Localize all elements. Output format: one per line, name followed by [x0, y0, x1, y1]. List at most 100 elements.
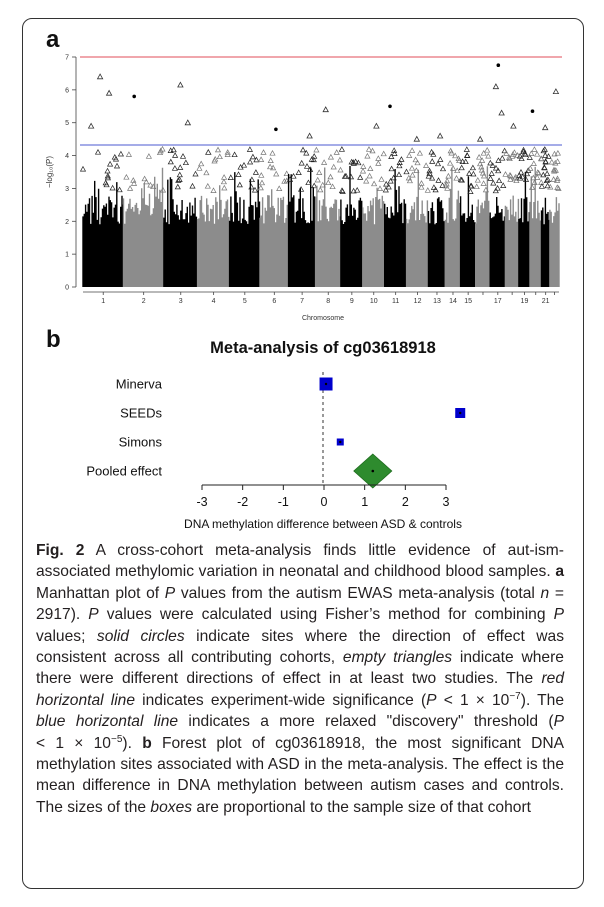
manhattan-point	[479, 157, 486, 163]
forest-x-tick-label: -2	[237, 495, 248, 509]
manhattan-point	[383, 180, 390, 187]
manhattan-point	[459, 158, 466, 164]
manhattan-point	[454, 167, 461, 174]
manhattan-point	[224, 149, 231, 155]
manhattan-point	[123, 173, 130, 180]
manhattan-points	[79, 145, 562, 287]
forest-point	[324, 382, 328, 386]
manhattan-point	[408, 164, 416, 171]
manhattan-point	[550, 176, 557, 182]
manhattan-point	[237, 163, 244, 170]
manhattan-point	[488, 170, 495, 176]
manhattan-point	[547, 183, 554, 190]
caption-text: = 2917).	[36, 584, 564, 624]
caption-title: A cross-cohort meta-analysis finds littl…	[36, 542, 564, 581]
chromosome-column-7	[287, 167, 316, 287]
manhattan-point	[430, 184, 437, 190]
manhattan-point	[388, 165, 395, 172]
manhattan-point	[414, 159, 421, 166]
manhattan-point	[130, 180, 138, 186]
forest-point	[459, 411, 462, 415]
manhattan-x-tick-label: 8	[326, 298, 330, 305]
manhattan-point	[380, 150, 387, 157]
manhattan-point	[299, 146, 307, 153]
manhattan-point	[467, 188, 474, 194]
manhattan-point	[538, 183, 545, 189]
manhattan-point	[439, 165, 447, 172]
chromosome-column-4	[196, 185, 230, 287]
manhattan-point	[487, 159, 494, 166]
manhattan-point	[538, 179, 545, 185]
manhattan-point	[363, 177, 370, 184]
caption-italic-boxes: boxes	[150, 798, 193, 816]
forest-row-label: Minerva	[116, 377, 163, 392]
manhattan-y-tick-label: 4	[65, 153, 69, 160]
manhattan-point	[311, 153, 318, 159]
manhattan-point	[357, 174, 364, 180]
manhattan-point-solid	[530, 109, 535, 113]
caption-fig-label: Fig. 2	[36, 542, 85, 559]
manhattan-point	[456, 157, 463, 164]
manhattan-point	[448, 149, 455, 156]
manhattan-point-triangle	[498, 109, 505, 116]
manhattan-point-triangle	[96, 73, 104, 80]
caption-text: ). The	[520, 691, 564, 709]
caption-text: values were calculated using Fisher’s me…	[106, 606, 546, 624]
manhattan-point	[520, 146, 527, 153]
manhattan-point	[298, 186, 305, 192]
manhattan-point	[167, 147, 174, 153]
manhattan-x-tick-label: 2	[142, 298, 146, 305]
manhattan-point	[303, 149, 310, 156]
chromosome-column-8	[314, 167, 341, 287]
manhattan-point	[425, 172, 432, 179]
manhattan-point	[543, 177, 550, 183]
forest-x-tick-label: -3	[196, 495, 207, 509]
manhattan-point	[554, 158, 561, 164]
manhattan-point	[550, 166, 558, 173]
manhattan-point	[544, 170, 551, 177]
manhattan-point	[307, 166, 314, 172]
manhattan-point-triangle	[552, 88, 560, 94]
manhattan-point	[375, 160, 382, 166]
manhattan-point-triangle	[177, 81, 184, 88]
manhattan-point-solid	[132, 94, 136, 99]
manhattan-point	[286, 176, 294, 182]
caption-italic-empty-triangles: empty triangles	[342, 649, 453, 667]
manhattan-point	[258, 156, 265, 162]
manhattan-point	[252, 169, 259, 175]
manhattan-point	[484, 146, 491, 153]
manhattan-point	[308, 156, 315, 162]
manhattan-point	[445, 172, 452, 179]
manhattan-point	[143, 178, 150, 185]
manhattan-point	[276, 185, 283, 191]
manhattan-point	[501, 147, 508, 154]
manhattan-point	[391, 150, 398, 156]
manhattan-point	[333, 149, 340, 155]
manhattan-point	[267, 163, 274, 170]
caption-italic-blue-line: blue horizontal line	[36, 713, 179, 731]
manhattan-point	[531, 179, 538, 185]
manhattan-point	[435, 177, 442, 183]
caption-italic-p: P	[553, 606, 564, 624]
manhattan-point	[426, 167, 433, 174]
manhattan-point	[396, 162, 403, 169]
manhattan-point	[521, 149, 528, 156]
manhattan-point	[444, 177, 451, 184]
manhattan-point	[554, 184, 561, 190]
panel-a-letter: a	[46, 26, 60, 53]
manhattan-point-triangle	[510, 122, 517, 129]
panel-b-letter: b	[46, 326, 61, 353]
manhattan-point	[303, 163, 311, 169]
manhattan-point	[538, 155, 545, 161]
caption-text: < 1 × 10	[36, 734, 111, 752]
figure-caption: Fig. 2 A cross-cohort meta-analysis find…	[36, 540, 564, 818]
manhattan-point	[257, 184, 264, 191]
manhattan-x-tick-label: 11	[392, 298, 399, 305]
manhattan-point	[170, 146, 177, 153]
manhattan-point	[390, 174, 397, 181]
caption-text: values from the autism EWAS meta-analysi…	[180, 584, 535, 602]
manhattan-point	[382, 186, 389, 193]
manhattan-x-tick-label: 5	[243, 298, 247, 305]
manhattan-point	[376, 185, 384, 191]
manhattan-point	[295, 169, 302, 175]
